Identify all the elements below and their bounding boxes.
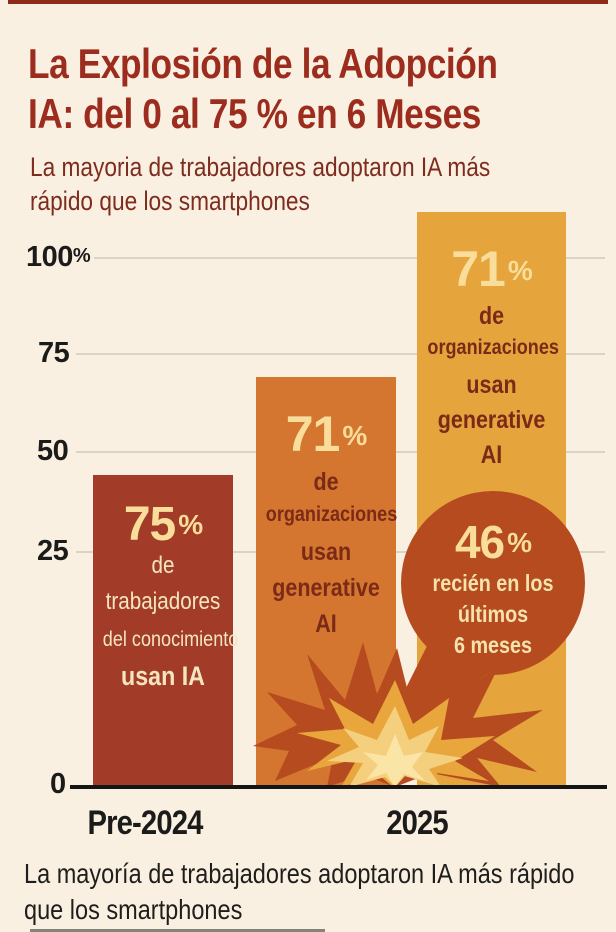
bar-pre2024-text: de [151, 552, 175, 579]
bar-2025-orange-text: generative [272, 574, 380, 602]
top-rule [8, 0, 608, 4]
bar-2025-orange-value: 71% [285, 406, 368, 462]
bar-2025-amber-text: de [478, 302, 505, 330]
gridline-75 [76, 353, 605, 355]
y-axis-label-0: 0 [50, 768, 66, 800]
bottom-edge-rule [30, 929, 325, 932]
subtitle-line-2: rápido que los smartphones [30, 186, 310, 216]
bubble-value: 46% [454, 516, 532, 568]
bubble-text: últimos [457, 601, 529, 627]
bar-2025-orange-text: AI [315, 610, 337, 638]
explosion-core [363, 734, 425, 787]
bar-2025-orange-text: organizaciones [265, 503, 398, 526]
y-axis-100-percent-sign: % [72, 245, 91, 267]
bar-2025-amber-text: usan [466, 371, 517, 399]
bubble-text: recién en los [432, 570, 554, 596]
bar-pre2024-text: trabajadores [105, 588, 221, 615]
bar-2025-amber-value: 71% [451, 241, 533, 297]
bar-2025-orange-text: usan [300, 538, 352, 566]
bar-2025-orange-text: de [313, 468, 339, 496]
bar-2025-amber-text: generative [437, 406, 546, 434]
gridline-100 [94, 257, 605, 259]
x-axis-line [70, 785, 607, 789]
x-axis-label-pre-2024: Pre-2024 [87, 804, 203, 842]
bar-pre2024-text: usan IA [121, 661, 205, 691]
caption-line-1: La mayoría de trabajadores adoptaron IA … [24, 858, 575, 889]
bar-2025-amber-text: AI [480, 441, 503, 469]
x-axis-label-2025: 2025 [386, 804, 448, 842]
subtitle-line-1: La mayoria de trabajadores adoptaron IA … [30, 152, 491, 182]
bar-pre2024-value: 75% [123, 498, 203, 551]
y-axis-label-100: 100% [26, 241, 91, 273]
bar-pre2024: 75% de trabajadores del conocimiento usa… [93, 475, 239, 785]
y-axis-label-75: 75 [38, 337, 70, 369]
bar-pre2024-text: del conocimiento [102, 628, 239, 651]
bar-2025-amber-text: organizaciones [427, 336, 559, 359]
caption-line-2: que los smartphones [24, 894, 243, 925]
speech-bubble: 46% recién en los últimos 6 meses [401, 491, 585, 675]
y-axis-label-25: 25 [37, 535, 69, 567]
y-axis-label-50: 50 [37, 435, 69, 467]
page-title-line-2: IA: del 0 al 75 % en 6 Meses [28, 90, 481, 137]
explosion-icon [253, 642, 543, 787]
bubble-text: 6 meses [453, 632, 533, 658]
page-title-line-1: La Explosión de la Adopción [28, 40, 498, 87]
